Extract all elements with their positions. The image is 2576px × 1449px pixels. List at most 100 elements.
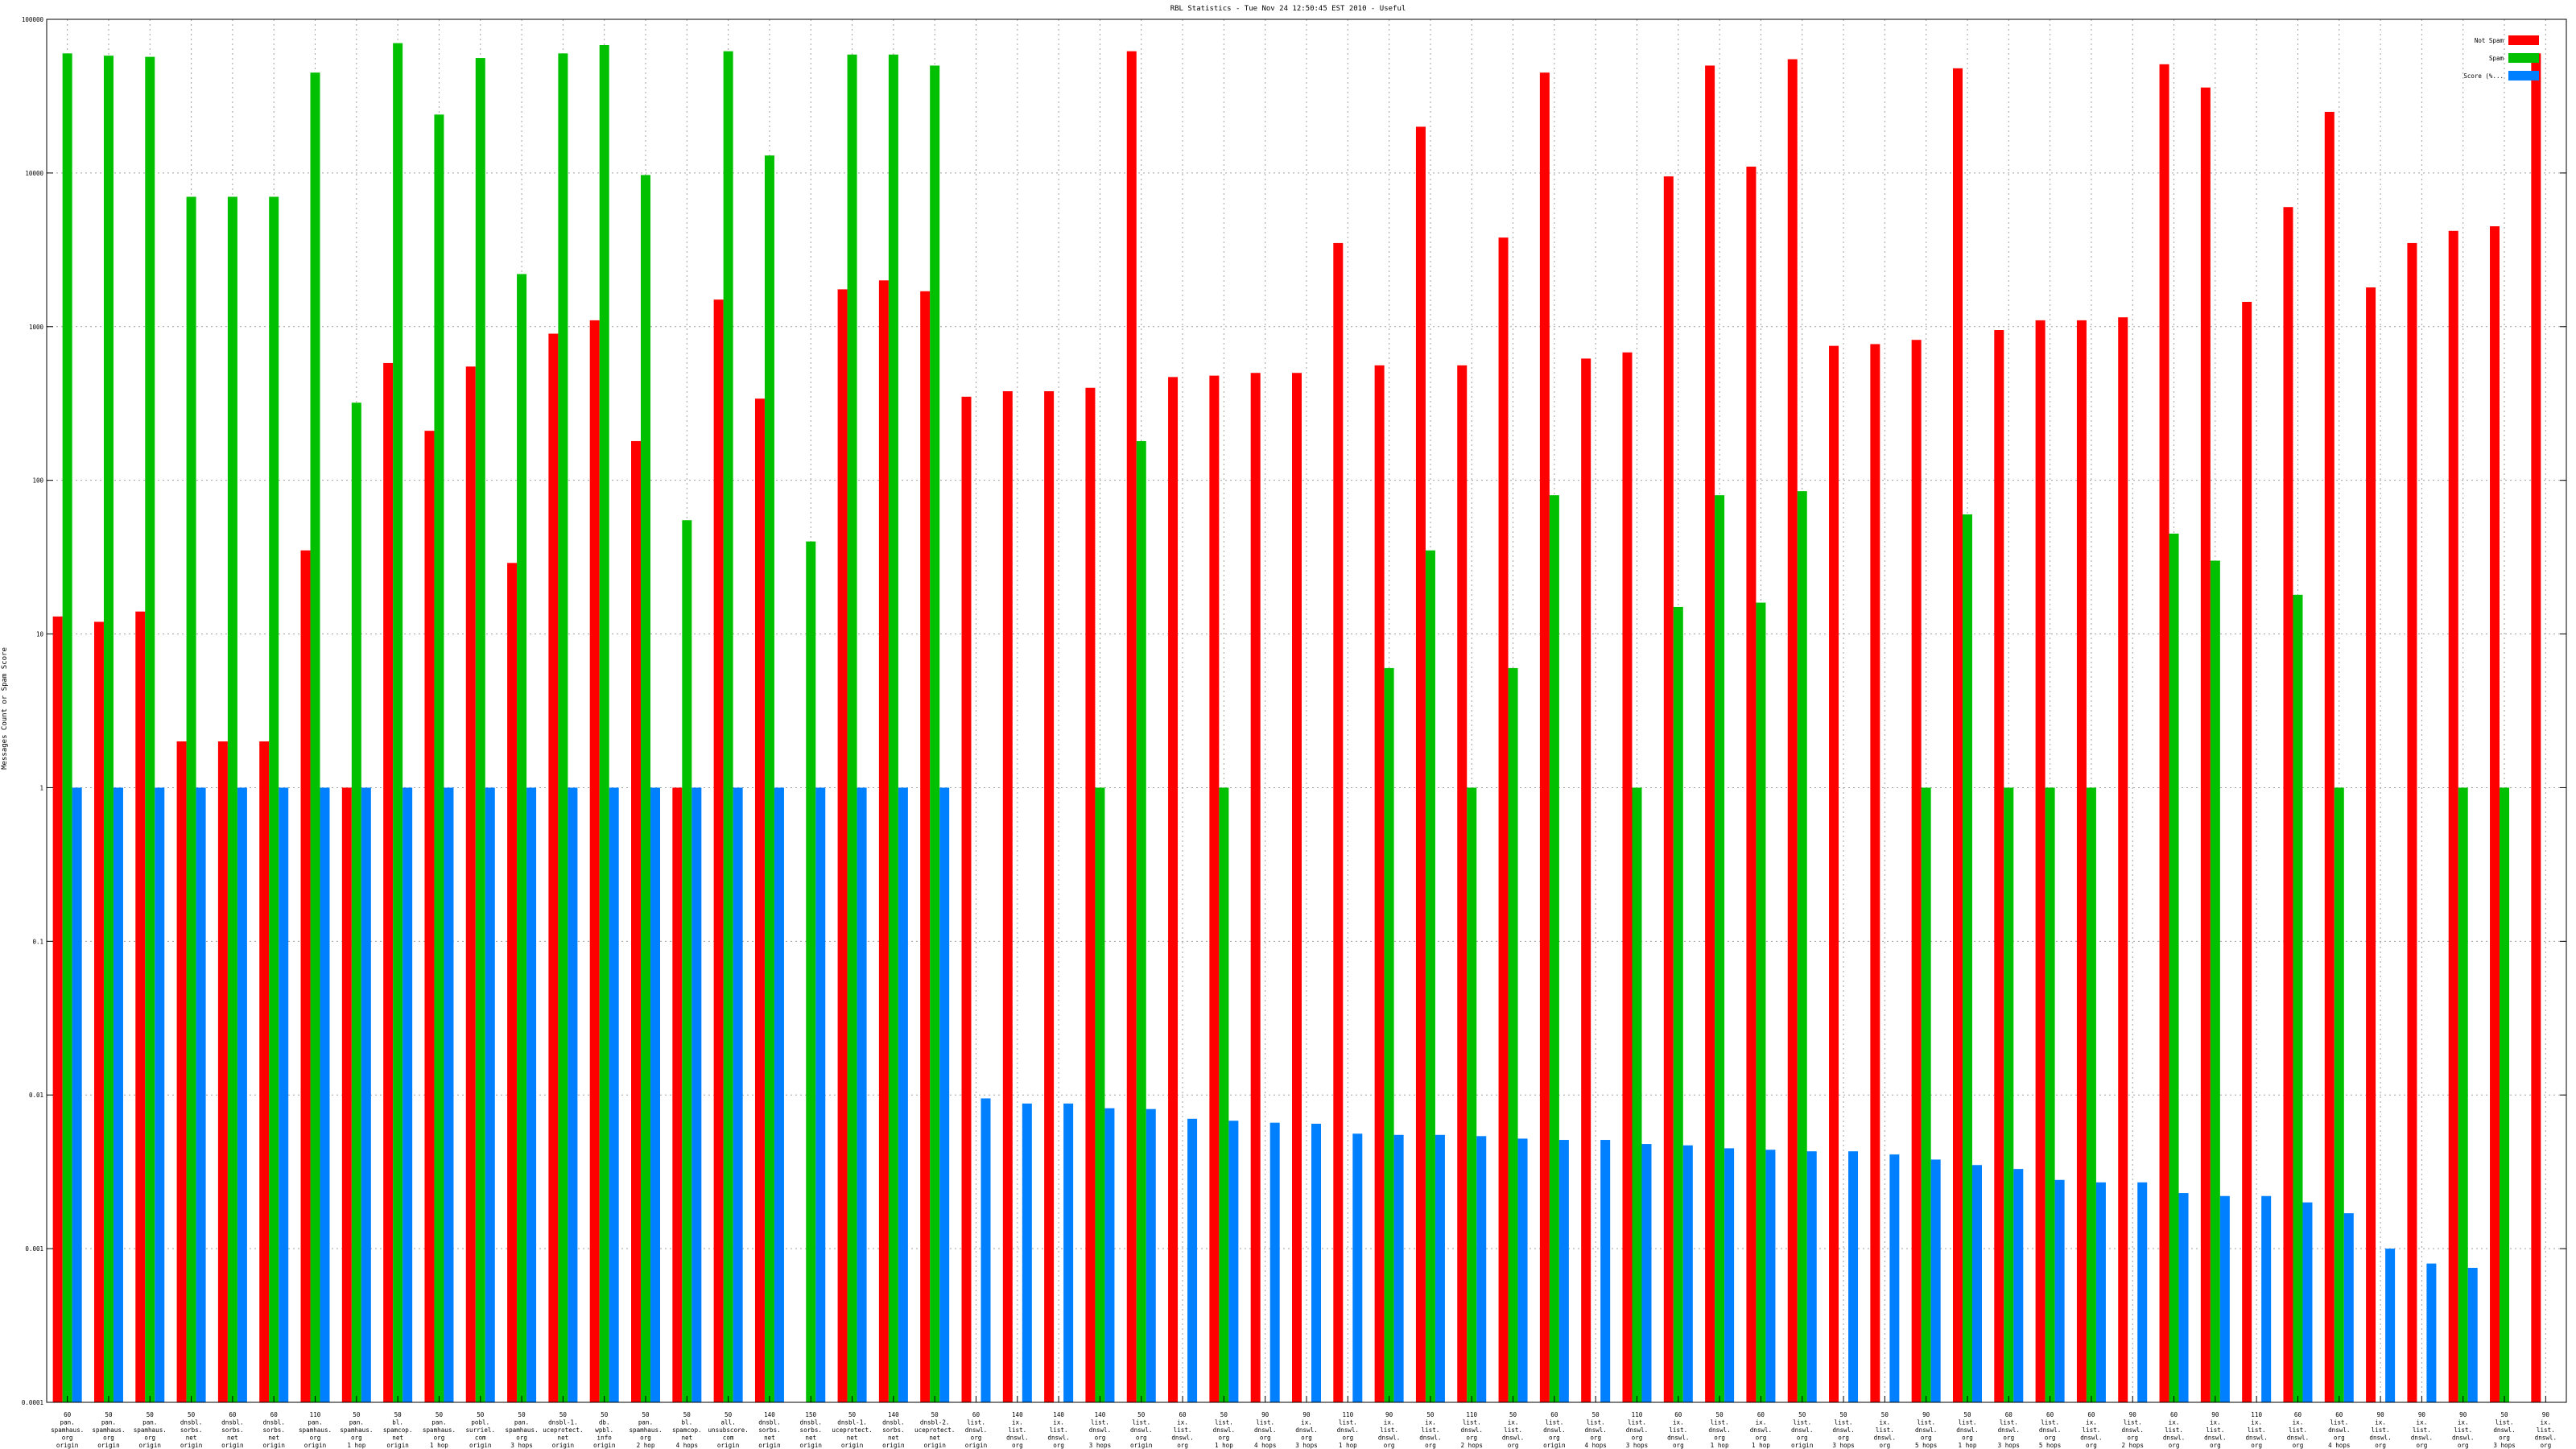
bar-not-spam bbox=[920, 291, 931, 1403]
bar-score bbox=[526, 787, 537, 1402]
legend: Not Spam Spam Score (%... bbox=[2463, 35, 2539, 80]
bars bbox=[52, 43, 2541, 1403]
bar-score bbox=[609, 787, 619, 1402]
bar-not-spam bbox=[2076, 320, 2087, 1403]
bar-not-spam bbox=[837, 289, 848, 1402]
x-tick-label: 60 dnsbl. sorbs. net origin bbox=[221, 1411, 243, 1449]
bar-spam bbox=[1095, 787, 1105, 1402]
bar-spam bbox=[2210, 560, 2220, 1402]
x-tick-label: 90 list. dnswl. org 5 hops bbox=[1915, 1411, 1937, 1449]
bar-spam bbox=[2086, 787, 2096, 1402]
bar-score bbox=[2219, 1195, 2230, 1402]
x-tick-label: 50 list. dnswl. org 1 hop bbox=[1708, 1411, 1730, 1449]
bar-score bbox=[196, 787, 206, 1402]
y-tick-label: 10000 bbox=[25, 170, 43, 177]
x-tick-label: 50 bl. spamcop. net origin bbox=[383, 1411, 413, 1449]
bar-not-spam bbox=[93, 621, 104, 1402]
x-tick-label: 50 all. unsubscore. com origin bbox=[708, 1411, 748, 1449]
bar-score bbox=[1930, 1159, 1941, 1402]
bar-not-spam bbox=[259, 741, 270, 1402]
bar-not-spam bbox=[2531, 53, 2541, 1402]
bar-not-spam bbox=[1457, 365, 1468, 1402]
bar-score bbox=[72, 787, 82, 1402]
bar-not-spam bbox=[1952, 68, 1963, 1402]
bar-score bbox=[1187, 1118, 1198, 1402]
bar-not-spam bbox=[1333, 242, 1344, 1402]
bar-not-spam bbox=[135, 611, 146, 1402]
bar-spam bbox=[1467, 787, 1477, 1402]
bar-spam bbox=[1425, 550, 1435, 1403]
bar-not-spam bbox=[424, 431, 435, 1402]
x-tick-label: 60 list. dnswl. org origin bbox=[1543, 1411, 1565, 1449]
bar-score bbox=[691, 787, 702, 1402]
bar-spam bbox=[475, 58, 485, 1402]
bar-not-spam bbox=[2118, 317, 2128, 1403]
x-tick-label: 50 list. dnswl. org origin bbox=[1130, 1411, 1152, 1449]
legend-swatch bbox=[2508, 35, 2539, 45]
bar-not-spam bbox=[1168, 377, 1179, 1403]
x-tick-label: 50 pobl. surriel. com origin bbox=[465, 1411, 495, 1449]
bar-spam bbox=[62, 53, 72, 1402]
bar-score bbox=[857, 787, 867, 1402]
y-tick-label: 100000 bbox=[22, 16, 44, 23]
y-axis-label: Messages Count or Spam Score bbox=[1, 647, 9, 770]
bar-score bbox=[1146, 1108, 1156, 1402]
x-tick-label: 50 pan. spamhaus. org origin bbox=[134, 1411, 167, 1449]
bar-spam bbox=[1219, 787, 1229, 1402]
x-tick-label: 60 pan. spamhaus. org origin bbox=[51, 1411, 84, 1449]
x-tick-label: 60 list. dnswl. org 3 hops bbox=[1998, 1411, 2020, 1449]
x-tick-label: 50 pan. spamhaus. org 1 hop bbox=[340, 1411, 373, 1449]
bar-spam bbox=[558, 53, 568, 1402]
bar-not-spam bbox=[1994, 330, 2004, 1403]
bar-not-spam bbox=[2407, 242, 2417, 1402]
x-tick-label: 150 dnsbl. sorbs. net origin bbox=[800, 1411, 822, 1449]
x-tick-label: 110 list. dnswl. org 2 hops bbox=[1461, 1411, 1483, 1449]
bar-score bbox=[2013, 1169, 2024, 1402]
x-tick-label: 50 pan. spamhaus. org origin bbox=[92, 1411, 125, 1449]
bar-score bbox=[2137, 1182, 2148, 1402]
bar-score bbox=[1104, 1108, 1115, 1402]
x-tick-label: 50 list. dnswl. org origin bbox=[1791, 1411, 1813, 1449]
bar-score bbox=[1311, 1123, 1321, 1402]
bar-not-spam bbox=[1746, 166, 1757, 1402]
bar-not-spam bbox=[341, 787, 352, 1402]
bar-not-spam bbox=[1126, 51, 1137, 1402]
bar-not-spam bbox=[383, 362, 394, 1402]
legend-label: Score (%... bbox=[2463, 72, 2504, 80]
bar-spam bbox=[434, 114, 444, 1402]
bar-score bbox=[815, 787, 826, 1402]
bar-score bbox=[1063, 1103, 1074, 1402]
bar-score bbox=[2426, 1263, 2437, 1402]
bar-not-spam bbox=[1374, 365, 1385, 1402]
bar-spam bbox=[2004, 787, 2014, 1402]
bar-spam bbox=[1962, 514, 1972, 1402]
bar-not-spam bbox=[2159, 64, 2169, 1402]
bar-score bbox=[1476, 1136, 1487, 1402]
bar-spam bbox=[186, 196, 196, 1402]
bar-score bbox=[1682, 1145, 1693, 1402]
bar-score bbox=[113, 787, 123, 1402]
bar-not-spam bbox=[1829, 345, 1839, 1402]
bar-spam bbox=[723, 51, 733, 1402]
bar-spam bbox=[2500, 787, 2510, 1402]
x-tick-label: 60 list. dnswl. org 4 hops bbox=[2328, 1411, 2350, 1449]
bar-not-spam bbox=[2242, 301, 2252, 1403]
x-tick-label: 110 pan. spamhaus. org origin bbox=[299, 1411, 332, 1449]
bar-spam bbox=[599, 44, 609, 1403]
bar-score bbox=[774, 787, 784, 1402]
bar-not-spam bbox=[754, 398, 765, 1402]
bar-score bbox=[2467, 1267, 2478, 1402]
bar-spam bbox=[310, 72, 320, 1402]
x-tick-label: 50 dnsbl. sorbs. net origin bbox=[180, 1411, 202, 1449]
x-tick-label: 50 list. dnswl. org 1 hop bbox=[1213, 1411, 1235, 1449]
bar-score bbox=[402, 787, 413, 1402]
